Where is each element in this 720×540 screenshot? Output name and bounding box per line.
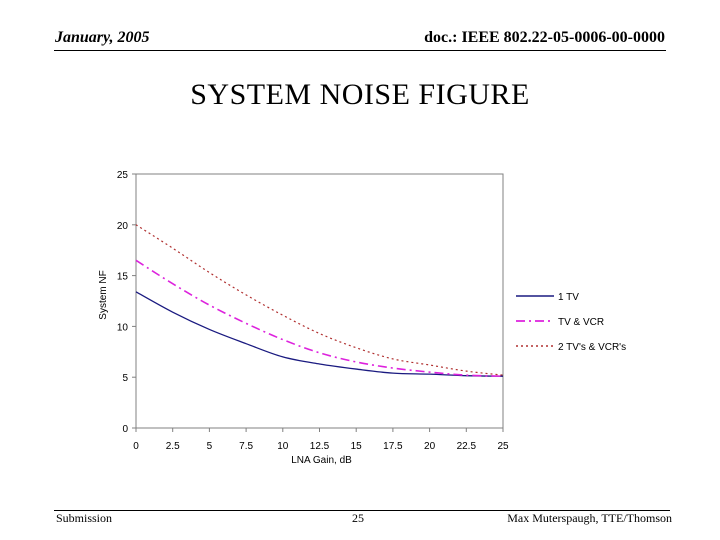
series-tv-vcr-line: [135, 259, 504, 377]
header-document-id: doc.: IEEE 802.22-05-0006-00-0000: [424, 29, 665, 46]
x-tick-label: 20: [424, 441, 436, 452]
x-tick-label: 7.5: [239, 441, 253, 452]
x-axis-title: LNA Gain, dB: [291, 455, 352, 466]
footer-submission: Submission: [56, 511, 113, 525]
series-2-tv-s-vcr-s-line: [135, 224, 504, 376]
x-tick-label: 25: [497, 441, 509, 452]
y-tick-label: 10: [117, 322, 129, 333]
x-tick-label: 12.5: [310, 441, 330, 452]
x-tick-label: 17.5: [383, 441, 403, 452]
y-tick-label: 15: [117, 272, 129, 283]
legend-label: 2 TV's & VCR's: [558, 342, 626, 353]
x-tick-label: 22.5: [457, 441, 477, 452]
x-tick-label: 2.5: [166, 441, 180, 452]
legend-label: 1 TV: [558, 292, 579, 303]
y-tick-label: 20: [117, 221, 129, 232]
y-tick-label: 0: [122, 424, 128, 435]
y-tick-label: 25: [117, 170, 129, 181]
x-tick-label: 0: [133, 441, 139, 452]
footer-page-number: 25: [352, 511, 364, 525]
x-tick-label: 15: [351, 441, 363, 452]
slide-title: SYSTEM NOISE FIGURE: [190, 78, 530, 111]
header-date: January, 2005: [55, 29, 150, 46]
series-1-tv-line: [135, 291, 504, 377]
legend-label: TV & VCR: [558, 317, 604, 328]
y-axis-title: System NF: [98, 270, 109, 319]
x-tick-label: 5: [207, 441, 213, 452]
x-tick-label: 10: [277, 441, 289, 452]
plot-area: [135, 173, 504, 429]
footer-rule: [54, 510, 670, 511]
footer-author: Max Muterspaugh, TTE/Thomson: [507, 511, 672, 525]
y-tick-label: 5: [122, 373, 128, 384]
header-rule: [54, 50, 666, 51]
